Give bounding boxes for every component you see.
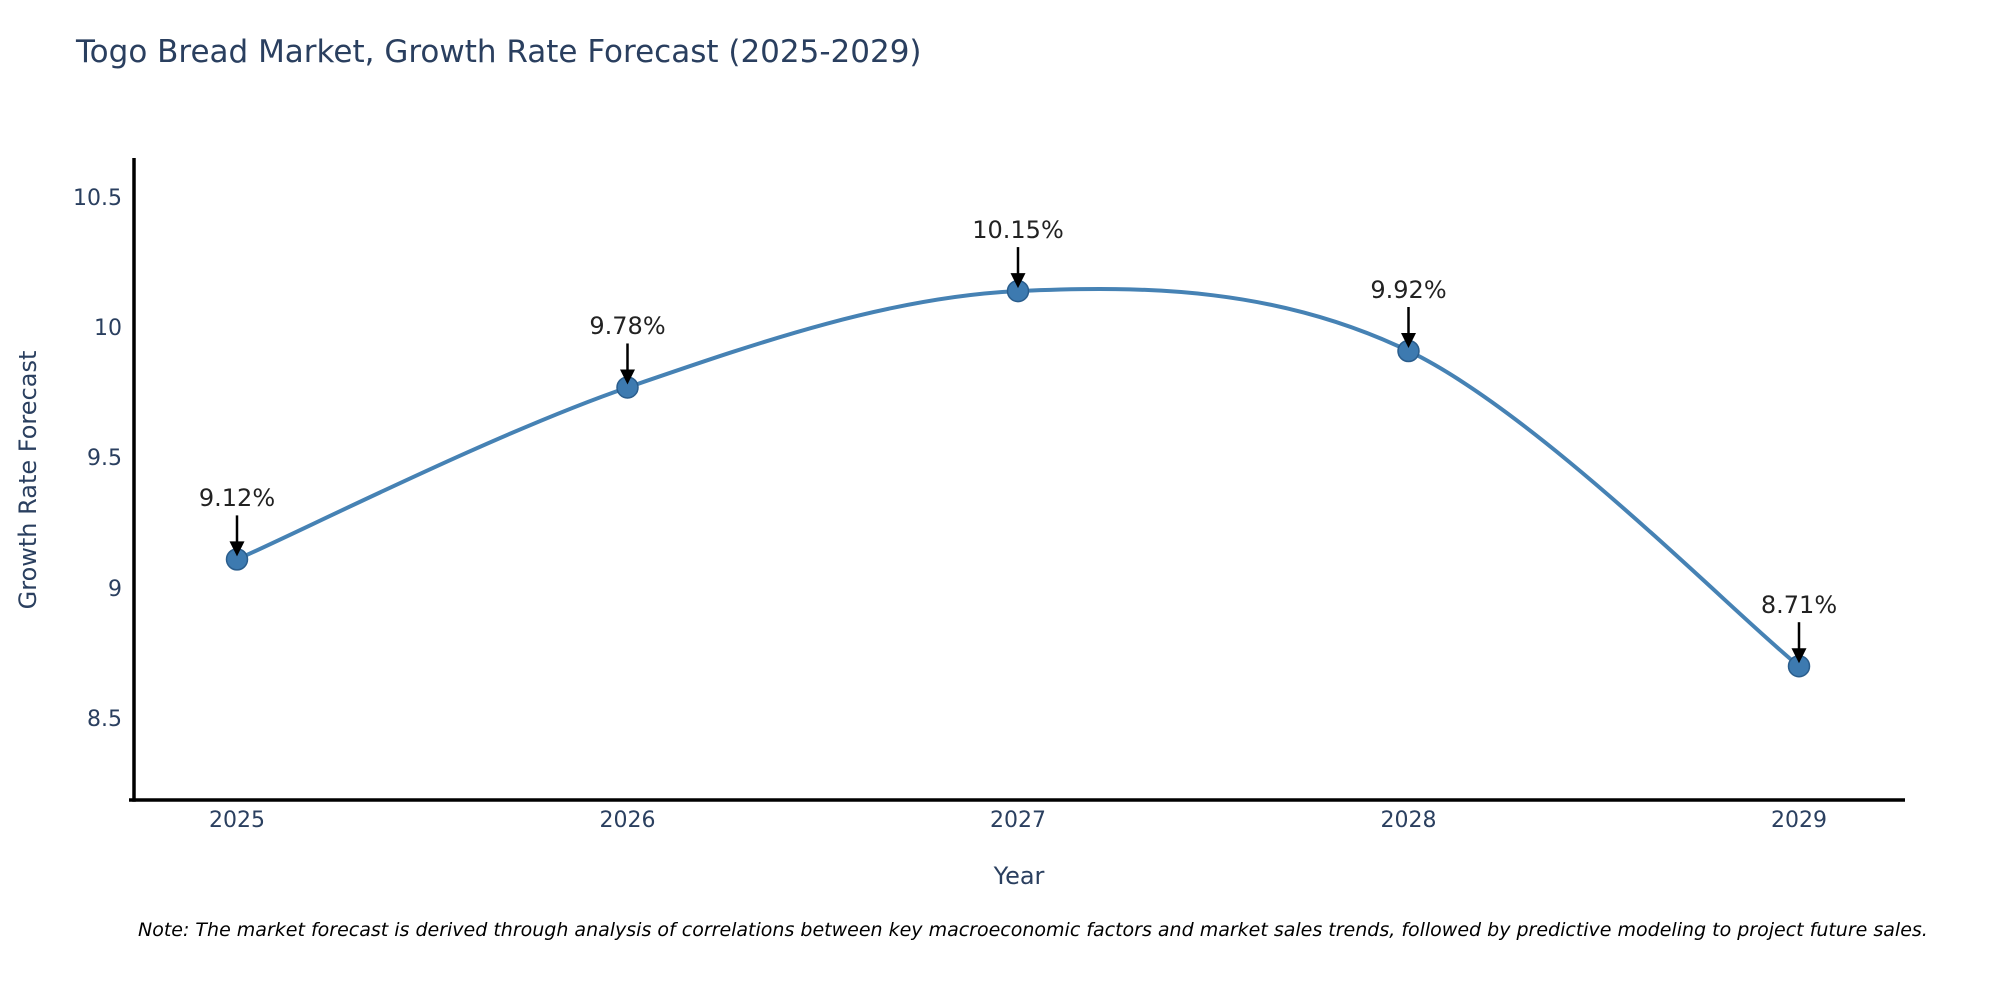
data-point-label: 8.71% bbox=[1760, 591, 1838, 620]
y-tick-label: 9.5 bbox=[87, 446, 122, 472]
y-axis-line bbox=[132, 158, 136, 802]
forecast-line bbox=[235, 286, 1801, 669]
x-tick-label: 2029 bbox=[1771, 808, 1827, 833]
x-tick-label: 2026 bbox=[599, 808, 656, 833]
x-tick-label: 2025 bbox=[209, 808, 265, 833]
x-tick-label: 2028 bbox=[1380, 808, 1437, 833]
y-tick-label: 9 bbox=[108, 576, 122, 602]
annotation-arrow-head bbox=[229, 541, 245, 557]
data-point-label: 10.15% bbox=[972, 216, 1064, 245]
annotation-arrow-head bbox=[620, 369, 635, 385]
x-tick-label: 2027 bbox=[990, 808, 1046, 833]
data-point-label: 9.92% bbox=[1370, 275, 1447, 304]
annotation-arrow-head bbox=[1791, 648, 1807, 664]
data-point-label: 9.12% bbox=[198, 484, 276, 513]
y-tick-label: 8.5 bbox=[87, 706, 122, 732]
annotation-arrow-head bbox=[1010, 273, 1026, 289]
x-axis-line bbox=[129, 798, 1905, 802]
y-tick-label: 10 bbox=[94, 316, 122, 342]
data-point-label: 9.78% bbox=[589, 312, 666, 341]
footnote-text: Note: The market forecast is derived thr… bbox=[138, 919, 1928, 941]
y-tick-label: 10.5 bbox=[73, 185, 122, 211]
annotation-arrow-head bbox=[1401, 332, 1416, 348]
chart-title: Togo Bread Market, Growth Rate Forecast … bbox=[76, 34, 922, 70]
x-axis-title: Year bbox=[993, 862, 1045, 890]
